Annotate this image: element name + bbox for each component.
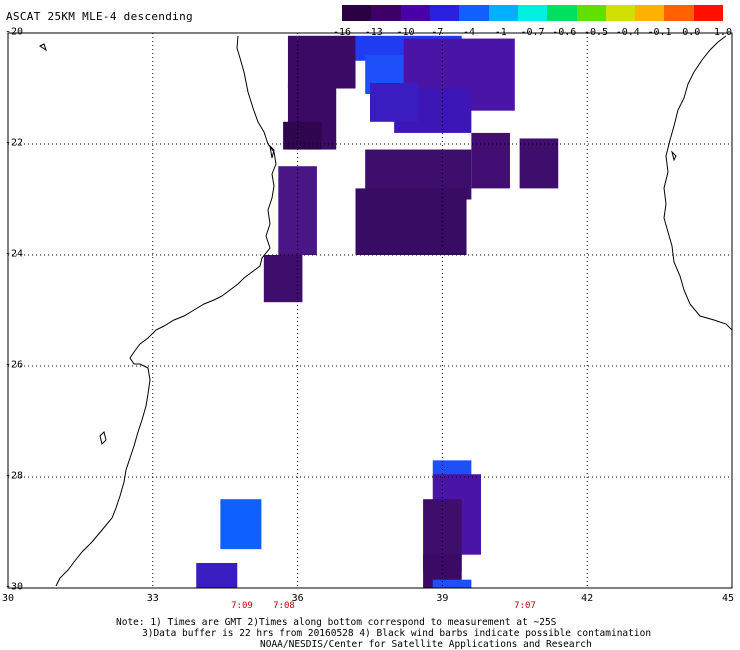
- wind-data-cell: [519, 138, 559, 189]
- color-scale-segment: [459, 5, 489, 21]
- wind-data-cell: [287, 35, 356, 89]
- latitude-label: -28: [5, 470, 24, 482]
- footnote-line-1: Note: 1) Times are GMT 2)Times along bot…: [116, 617, 557, 628]
- wind-data-cell: [370, 82, 419, 122]
- longitude-label: 33: [146, 593, 159, 604]
- color-scale-segment: [400, 5, 430, 21]
- wind-data-cell: [355, 188, 467, 255]
- wind-data-cell: [196, 563, 238, 588]
- color-scale-segment: [547, 5, 577, 21]
- longitude-label: 42: [581, 593, 594, 604]
- color-scale-segment: [488, 5, 518, 21]
- map-title: ASCAT 25KM MLE-4 descending: [6, 10, 193, 23]
- color-scale-segment: [342, 5, 372, 21]
- time-label: 7:09: [231, 601, 253, 611]
- coastline-madagascar: [663, 35, 733, 331]
- color-scale-segment: [635, 5, 665, 21]
- color-scale-segment: [605, 5, 636, 21]
- color-scale-segment: [429, 5, 460, 21]
- footnote-line-2: 3)Data buffer is 22 hrs from 20160528 4)…: [142, 628, 652, 639]
- latitude-label: -30: [5, 581, 24, 593]
- wind-data-cell: [432, 579, 472, 588]
- coastline-africa: [39, 35, 277, 587]
- wind-data-cell: [471, 132, 510, 189]
- color-scale-segment: [664, 5, 694, 21]
- wind-data-cell: [432, 460, 472, 477]
- map-frame: [7, 32, 733, 589]
- color-scale-segment: [371, 5, 401, 21]
- longitude-label: 36: [291, 593, 304, 604]
- latitude-label: -26: [5, 359, 24, 371]
- longitude-label: 39: [436, 593, 449, 604]
- time-label: 7:07: [514, 601, 536, 611]
- color-scale-bar: [342, 5, 724, 21]
- latitude-label: -22: [5, 137, 24, 149]
- time-label: 7:08: [273, 601, 295, 611]
- longitude-label: 30: [1, 593, 15, 604]
- color-scale-segment: [517, 5, 548, 21]
- footnote-credit: NOAA/NESDIS/Center for Satellite Applica…: [260, 639, 592, 650]
- color-scale-segment: [693, 5, 724, 21]
- longitude-label: 45: [721, 593, 735, 604]
- wind-data-cell: [283, 121, 322, 150]
- wind-data-cell: [220, 499, 262, 550]
- lat-lon-grid: [8, 33, 732, 588]
- wind-swath-layer: [196, 35, 559, 588]
- color-scale-segment: [576, 5, 606, 21]
- latitude-label: -20: [5, 26, 24, 38]
- latitude-label: -24: [5, 248, 24, 260]
- wind-data-cell: [263, 255, 303, 303]
